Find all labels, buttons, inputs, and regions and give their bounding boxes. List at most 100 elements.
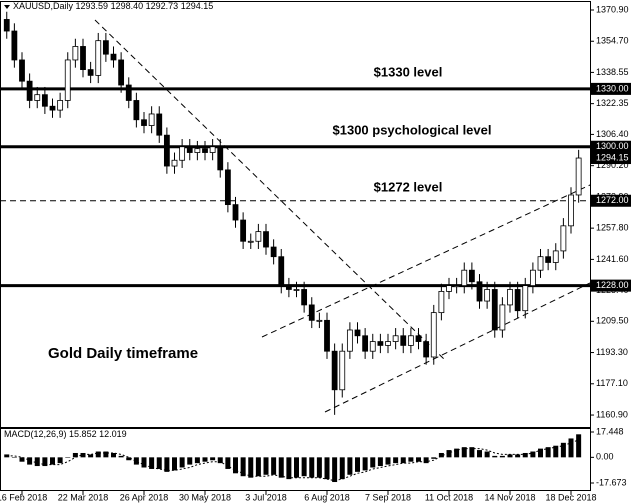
macd-bar [446, 450, 452, 458]
x-tick-label: 3 Jul 2018 [245, 492, 287, 502]
macd-bar [454, 448, 460, 458]
macd-bar [332, 457, 338, 483]
macd-bar [65, 457, 71, 458]
x-tick-label: 26 Apr 2018 [120, 492, 169, 502]
macd-bar [423, 457, 429, 464]
candle-body [19, 59, 25, 82]
macd-bar [34, 457, 40, 467]
candle-body [354, 329, 361, 337]
candle-body [102, 40, 109, 55]
y-tick-label: 1193.30 [596, 347, 628, 357]
candle-body [400, 335, 407, 346]
candle-body [72, 46, 79, 61]
close-value: 1294.15 [181, 1, 214, 11]
candle-body [263, 231, 269, 248]
x-tick-label: 7 Sep 2018 [365, 492, 411, 502]
y-tick-label: 1354.70 [596, 36, 629, 46]
macd-bar [530, 451, 536, 458]
annotation: $1300 psychological level [333, 122, 492, 137]
candle-body [385, 341, 391, 346]
price-tag [590, 152, 631, 165]
macd-bar [80, 452, 86, 458]
candle-body [110, 53, 117, 61]
candle-body [34, 94, 41, 101]
candle-body [247, 240, 254, 243]
level-tag-label: 1272.00 [596, 195, 629, 205]
macd-bar [377, 457, 383, 467]
macd-bar [553, 445, 559, 458]
candle-body [339, 350, 346, 391]
candle-body [125, 84, 132, 101]
high-value: 1298.40 [111, 1, 144, 11]
x-tick-label: 30 May 2018 [179, 492, 231, 502]
candle-body [316, 319, 323, 322]
macd-bar [202, 457, 208, 462]
candle-body [575, 157, 582, 196]
candle-body [202, 148, 208, 153]
macd-bar [19, 457, 25, 462]
candle-body [80, 46, 86, 71]
candle-body [537, 256, 544, 271]
macd-bar [42, 457, 48, 467]
macd-bar [164, 457, 170, 472]
y-tick-label: 1160.90 [596, 409, 628, 419]
level-tag-label: 1228.00 [596, 280, 629, 290]
menu-arrow [4, 5, 10, 9]
y-tick-label: 1306.40 [596, 129, 629, 139]
candle-body [324, 319, 330, 352]
macd-bar [141, 457, 147, 468]
candle-body [11, 30, 18, 61]
candle-body [346, 329, 353, 352]
level-tag [590, 82, 631, 95]
macd-bar [57, 457, 63, 464]
macd-bar [560, 442, 566, 458]
x-tick-label: 6 Aug 2018 [304, 492, 350, 502]
macd-bar [95, 451, 101, 458]
candle-body [285, 285, 292, 290]
macd-bar [126, 457, 132, 461]
candle-body [461, 269, 468, 287]
candle-body [148, 113, 155, 126]
x-tick-label: 18 Dec 2018 [545, 492, 596, 502]
macd-bar [118, 455, 124, 458]
candle-body [278, 256, 285, 287]
macd-bar [324, 457, 330, 480]
macd-bar [515, 454, 521, 458]
macd-bar [545, 447, 551, 458]
annotation: $1272 level [374, 179, 443, 194]
x-tick-label: 11 Oct 2018 [425, 492, 473, 502]
macd-bar [225, 457, 231, 469]
macd-bar [72, 452, 78, 458]
macd-bar [355, 457, 361, 472]
macd-bar [240, 457, 246, 477]
candle-body [453, 285, 460, 288]
candle-body [568, 194, 574, 227]
macd-bar [400, 457, 406, 464]
candle-body [240, 219, 247, 242]
macd-bar [111, 452, 117, 458]
y-tick-label: 17.448 [596, 426, 624, 436]
macd-bar [469, 447, 475, 458]
annotation: $1330 level [374, 64, 443, 79]
candle-body [484, 289, 491, 302]
macd-bar [507, 454, 513, 458]
signal-line [6, 439, 579, 482]
macd-title: MACD(12,26,9) 15.852 12.019 [4, 429, 127, 439]
candle-body [118, 59, 125, 86]
candle-body [141, 119, 147, 126]
macd-bar [431, 457, 437, 459]
macd-bar [522, 452, 528, 458]
macd-bar [294, 457, 300, 478]
level-tag [590, 140, 631, 153]
macd-bar [416, 457, 422, 462]
macd-bar [133, 457, 139, 465]
candle-body [369, 341, 376, 352]
level-tag [590, 279, 631, 292]
candle-body [293, 289, 300, 291]
candle-body [224, 169, 231, 206]
candle-body [545, 256, 552, 263]
candle-body [64, 59, 71, 101]
macd-bar [484, 451, 490, 458]
candle-body [255, 231, 262, 242]
